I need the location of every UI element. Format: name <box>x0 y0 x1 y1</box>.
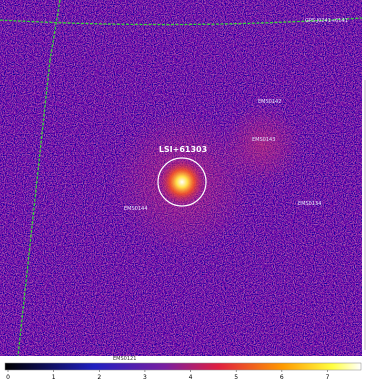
source-label: EMS0121 <box>113 356 136 362</box>
source-label: GPS J0241+6141 <box>305 18 348 24</box>
source-label: EMS0143 <box>252 137 275 143</box>
page: {"target": {"label": "LSI+61303"}, "sour… <box>0 0 368 381</box>
source-label: EMS0144 <box>124 206 147 212</box>
colorbar-tick-label: 3 <box>143 374 147 381</box>
colorbar-tick-label: 1 <box>52 374 56 381</box>
colorbar <box>5 363 361 370</box>
source-core <box>160 160 204 204</box>
colorbar-tick-label: 7 <box>326 374 330 381</box>
colorbar-tick-label: 4 <box>189 374 193 381</box>
sky-image-view: LSI+61303 EMS0142 EMS0143 EMS0134 EMS014… <box>0 0 368 381</box>
target-label: LSI+61303 <box>159 145 207 154</box>
colorbar-tick-label: 5 <box>234 374 238 381</box>
source-label: EMS0142 <box>258 99 281 105</box>
colorbar-ticks: 0 1 2 3 4 5 6 7 <box>6 370 329 381</box>
colorbar-tick-label: 6 <box>280 374 284 381</box>
colorbar-tick-label: 2 <box>97 374 101 381</box>
source-label: EMS0134 <box>298 201 321 207</box>
colorbar-tick-label: 0 <box>6 374 10 381</box>
